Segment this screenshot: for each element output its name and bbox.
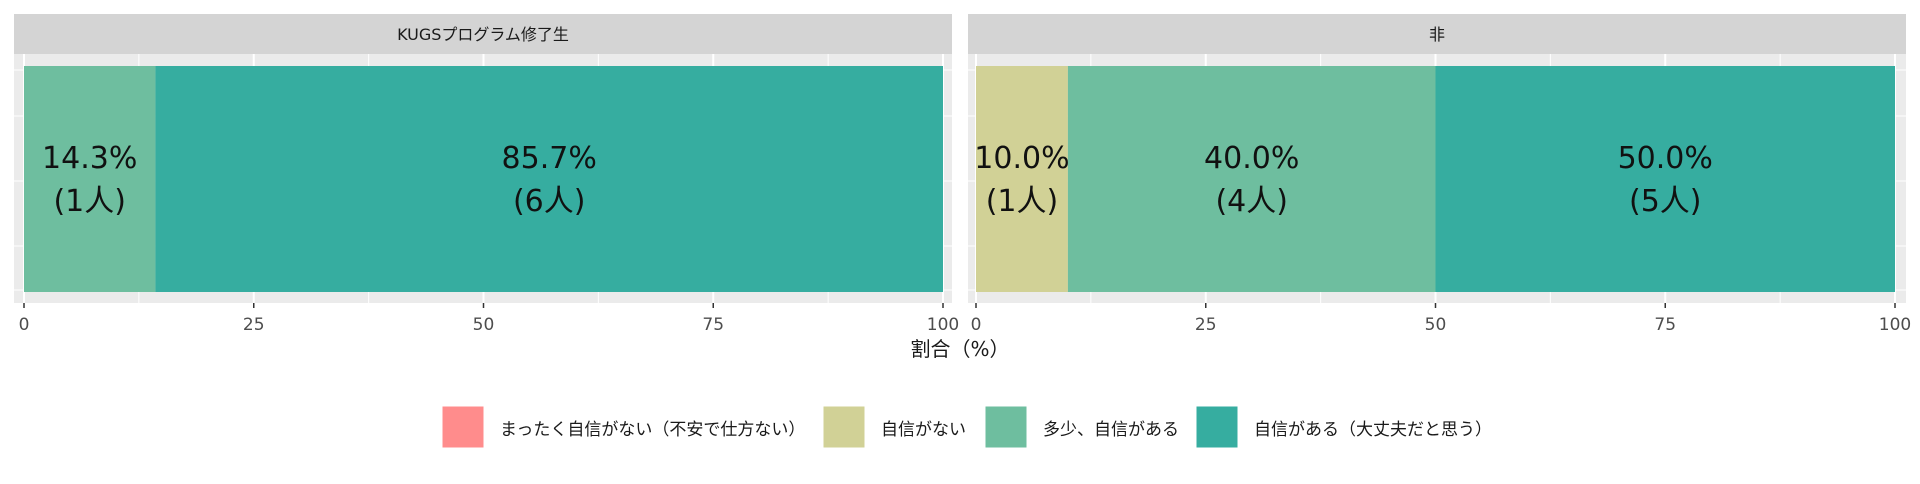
legend-label-1: 自信がない [881, 420, 966, 440]
panel-1-segment-0-count-label: (1人) [986, 184, 1059, 219]
panel-1-x-tick-label: 100 [1879, 315, 1911, 335]
panel-0-segment-1-percent-label: 85.7% [502, 141, 597, 176]
panel-1-bar-segment-2 [1435, 66, 1895, 292]
panel-0-segment-0-count-label: (1人) [53, 184, 126, 219]
panel-1-x-tick-label: 75 [1654, 315, 1676, 335]
panel-1-strip [968, 14, 1906, 54]
panel-1-segment-2-percent-label: 50.0% [1618, 141, 1713, 176]
panel-1-bar-segment-0 [976, 66, 1068, 292]
panel-1-segment-1-count-label: (4人) [1215, 184, 1288, 219]
legend-swatch-0 [441, 405, 485, 449]
panel-1-segment-0-percent-label: 10.0% [974, 141, 1069, 176]
panel-0-strip [14, 14, 952, 54]
legend-swatch-2 [984, 405, 1028, 449]
panel-0-bar-segment-1 [155, 66, 944, 292]
panel-0-bar-segment-0 [24, 66, 156, 292]
panel-0-x-tick-label: 50 [473, 315, 495, 335]
legend-label-2: 多少、自信がある [1043, 420, 1179, 440]
legend-swatch-3 [1195, 405, 1239, 449]
legend-swatch-1 [822, 405, 866, 449]
panel-1-x-tick-label: 0 [971, 315, 982, 335]
legend-label-0: まったく自信がない（不安で仕方ない） [500, 420, 805, 440]
panel-0-x-tick-label: 0 [19, 315, 30, 335]
panel-0-x-tick-label: 75 [702, 315, 724, 335]
legend-label-3: 自信がある（大丈夫だと思う） [1254, 420, 1492, 440]
panel-1-segment-1-percent-label: 40.0% [1204, 141, 1299, 176]
panel-1-x-tick-label: 25 [1195, 315, 1217, 335]
x-axis-title: 割合（%） [910, 337, 1009, 361]
panel-1-x-tick-label: 50 [1425, 315, 1447, 335]
panel-1-segment-2-count-label: (5人) [1629, 184, 1702, 219]
panel-1-bar-segment-1 [1067, 66, 1436, 292]
panel-0-title: KUGSプログラム修了生 [397, 25, 569, 44]
panel-0-segment-0-percent-label: 14.3% [42, 141, 137, 176]
panel-0-x-tick-label: 100 [927, 315, 959, 335]
panel-1-title: 非 [1429, 25, 1445, 44]
panel-0-segment-1-count-label: (6人) [513, 184, 586, 219]
panel-0-x-tick-label: 25 [243, 315, 265, 335]
